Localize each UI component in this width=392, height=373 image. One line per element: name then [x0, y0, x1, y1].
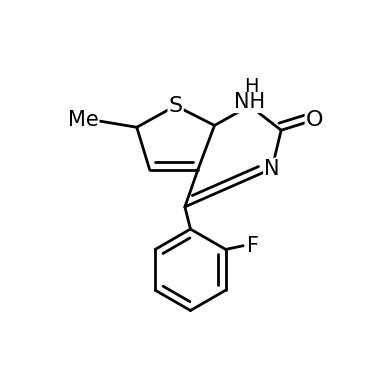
Text: Me: Me — [68, 110, 98, 130]
Text: N: N — [264, 159, 279, 179]
Text: O: O — [306, 110, 323, 130]
Text: F: F — [247, 236, 260, 256]
Text: S: S — [169, 96, 183, 116]
Text: NH: NH — [234, 92, 265, 112]
Text: H: H — [244, 77, 259, 96]
